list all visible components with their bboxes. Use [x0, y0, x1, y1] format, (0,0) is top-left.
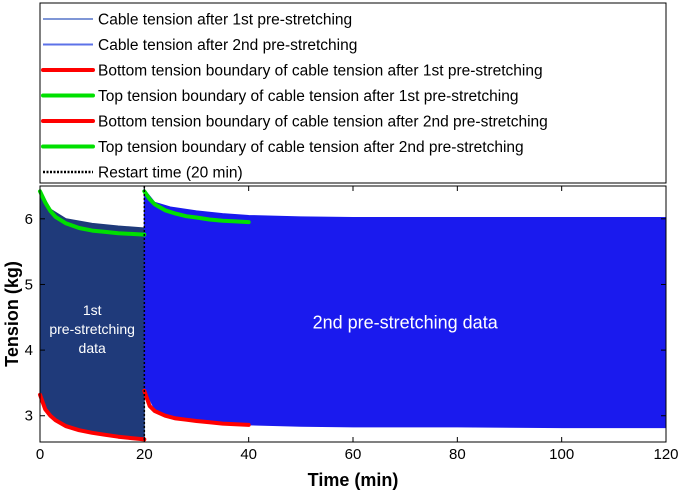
annotation-2-line-1: 2nd pre-stretching data — [313, 313, 499, 333]
band-2 — [143, 187, 667, 429]
legend-label-3: Bottom tension boundary of cable tension… — [98, 63, 543, 80]
x-tick-label-120: 120 — [653, 446, 678, 463]
y-tick-label-5: 5 — [25, 276, 33, 293]
annotation-1-line-3: data — [79, 340, 106, 356]
boundary-line-4 — [142, 189, 251, 225]
legend: Cable tension after 1st pre-stretching Ca… — [39, 2, 667, 184]
legend-label-4: Top tension boundary of cable tension af… — [98, 88, 518, 105]
annotation-1-line-2: pre-stretching — [49, 321, 135, 337]
x-tick-label-40: 40 — [240, 446, 257, 463]
y-axis-label: Tension (kg) — [2, 261, 22, 367]
x-tick-label-20: 20 — [136, 446, 153, 463]
x-tick-label-0: 0 — [36, 446, 44, 463]
y-tick-label-6: 6 — [25, 211, 33, 228]
x-tick-label-100: 100 — [549, 446, 574, 463]
y-tick-label-3: 3 — [25, 408, 33, 425]
x-axis-label: Time (min) — [308, 470, 399, 490]
tension-boundaries — [38, 189, 251, 442]
boundary-line-1 — [38, 392, 147, 442]
axis-ticks: 0 20 40 60 80 100 120 3 4 5 6 — [25, 186, 679, 463]
region-annotations: 1st pre-stretching data 2nd pre-stretching … — [49, 302, 498, 356]
legend-label-6: Top tension boundary of cable tension af… — [98, 139, 524, 156]
boundary-line-3 — [142, 388, 251, 427]
annotation-1-line-1: 1st — [83, 302, 102, 318]
boundary-line-2 — [38, 189, 147, 237]
y-tick-label-4: 4 — [25, 342, 33, 359]
x-tick-label-60: 60 — [345, 446, 362, 463]
legend-box — [39, 2, 667, 184]
legend-label-2: Cable tension after 2nd pre-stretching — [98, 37, 357, 54]
legend-label-7: Restart time (20 min) — [98, 165, 243, 182]
x-tick-label-80: 80 — [449, 446, 466, 463]
legend-label-1: Cable tension after 1st pre-stretching — [98, 12, 352, 29]
legend-label-5: Bottom tension boundary of cable tension… — [98, 114, 548, 131]
